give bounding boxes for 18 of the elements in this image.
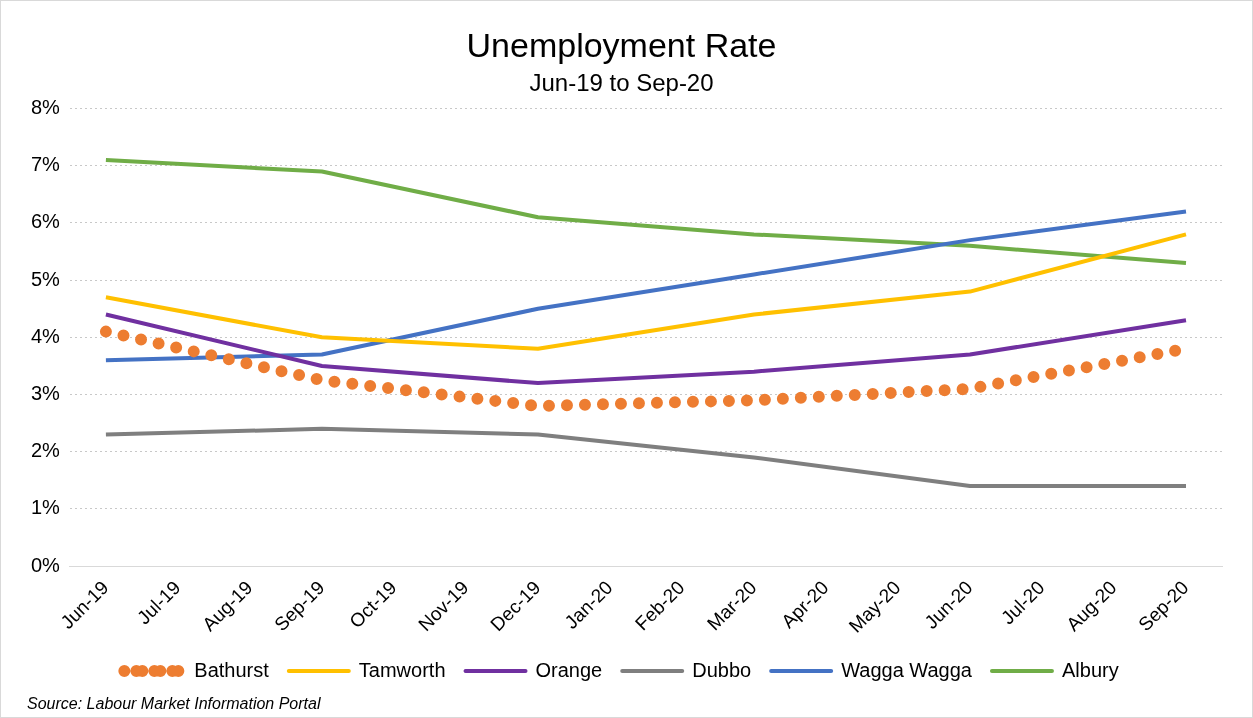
y-tick-label: 1% [31, 496, 61, 519]
legend-label: Wagga Wagga [841, 658, 973, 681]
chart-subtitle: Jun-19 to Sep-20 [529, 68, 714, 96]
y-tick-label: 7% [31, 153, 61, 176]
y-tick-label: 6% [31, 210, 61, 233]
legend-label: Dubbo [692, 658, 752, 681]
legend-label: Orange [535, 658, 603, 681]
y-tick-label: 3% [31, 382, 61, 405]
y-tick-label: 4% [31, 324, 61, 347]
y-tick-label: 0% [31, 553, 61, 576]
legend-label: Albury [1061, 658, 1119, 681]
y-tick-label: 5% [31, 267, 61, 290]
y-tick-label: 2% [31, 439, 61, 462]
source-note: Source: Labour Market Information Portal [27, 695, 321, 713]
y-tick-label: 8% [31, 96, 61, 119]
legend-label: Bathurst [194, 658, 270, 681]
legend-label: Tamworth [358, 658, 446, 681]
chart-title: Unemployment Rate [466, 25, 777, 64]
